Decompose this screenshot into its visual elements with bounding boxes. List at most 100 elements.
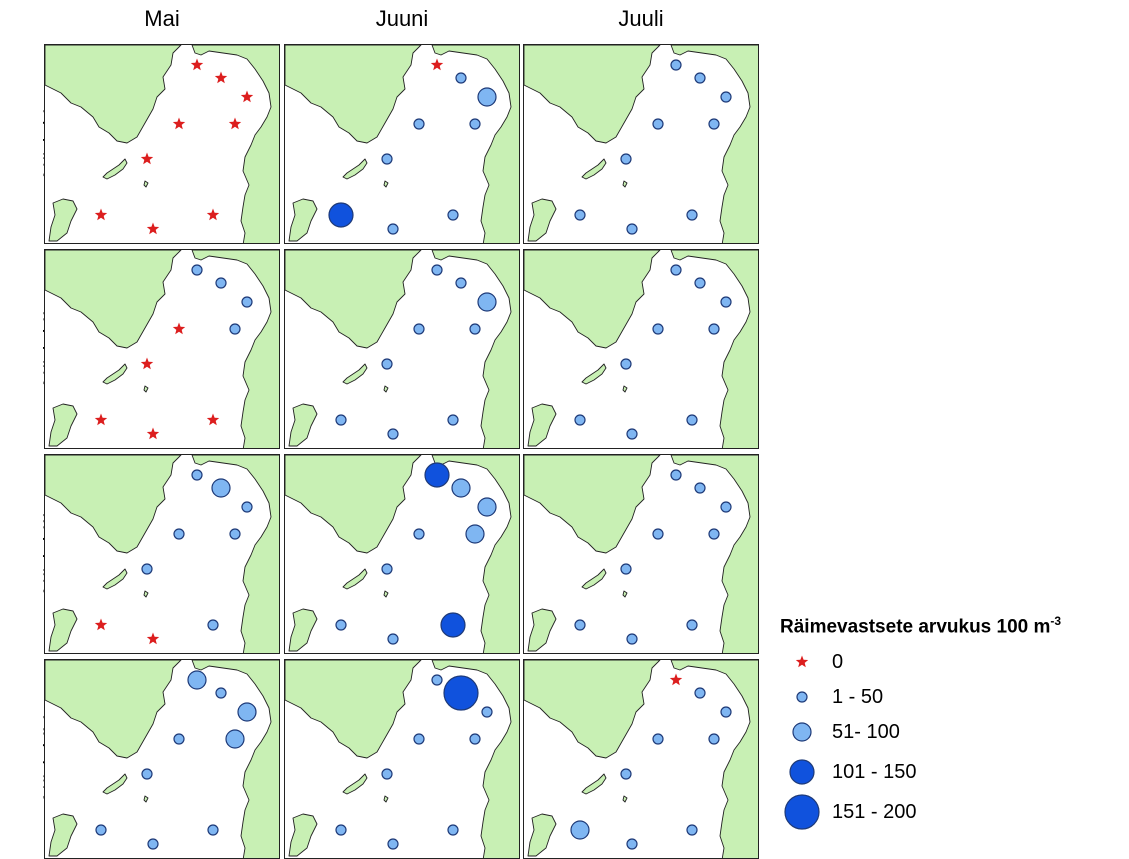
- station-marker-s4: [172, 322, 186, 335]
- column-header-july: Juuli: [618, 6, 664, 31]
- station-marker-s1: [431, 674, 443, 686]
- station-marker-s1: [430, 58, 444, 71]
- station-marker-s5: [469, 733, 481, 745]
- station-marker-s3: [477, 497, 497, 517]
- column-header-may: Mai: [144, 6, 180, 31]
- map-svg: [45, 45, 279, 243]
- station-marker-s8: [387, 633, 399, 645]
- station-marker-s6: [381, 768, 393, 780]
- station-marker-s8: [626, 223, 638, 235]
- land-islet: [622, 180, 628, 188]
- legend-symbol: [795, 655, 809, 668]
- map-panel: [523, 44, 759, 244]
- land-peninsula: [102, 158, 128, 180]
- land-east: [191, 455, 279, 653]
- station-marker-s1: [669, 673, 683, 686]
- legend-marker: [789, 759, 815, 785]
- station-marker-s8: [387, 838, 399, 850]
- station-marker-s2: [694, 277, 706, 289]
- station-marker-s6: [141, 563, 153, 575]
- station-marker-s6: [140, 152, 154, 165]
- station-marker-s8: [626, 633, 638, 645]
- land-islet: [622, 385, 628, 393]
- land-northwest: [524, 455, 661, 554]
- land-east: [670, 455, 758, 653]
- station-marker-s2: [451, 478, 471, 498]
- map-svg: [45, 250, 279, 448]
- land-island: [527, 813, 557, 857]
- station-marker-s6: [141, 768, 153, 780]
- station-marker-s3: [477, 87, 497, 107]
- station-marker-s3: [720, 501, 732, 513]
- station-marker-s1: [190, 58, 204, 71]
- station-marker-s5: [708, 118, 720, 130]
- station-marker-s5: [229, 528, 241, 540]
- station-marker-s1: [187, 670, 207, 690]
- legend-marker: [795, 655, 809, 668]
- station-marker-s9: [206, 208, 220, 221]
- station-marker-s7: [328, 202, 354, 228]
- station-marker-s9: [686, 209, 698, 221]
- map-panel: [523, 659, 759, 859]
- station-marker-s5: [708, 323, 720, 335]
- station-marker-s6: [620, 563, 632, 575]
- station-marker-s7: [94, 413, 108, 426]
- map-panel: [523, 454, 759, 654]
- station-marker-s5: [225, 729, 245, 749]
- land-island: [288, 608, 318, 652]
- legend-label: 151 - 200: [832, 801, 917, 823]
- land-northwest: [45, 660, 182, 759]
- map-svg: [45, 455, 279, 653]
- station-marker-s5: [465, 524, 485, 544]
- land-peninsula: [342, 773, 368, 795]
- legend-item: 101 - 150: [780, 752, 1080, 792]
- station-marker-s4: [413, 733, 425, 745]
- land-peninsula: [342, 158, 368, 180]
- station-marker-s4: [413, 528, 425, 540]
- station-marker-s9: [686, 414, 698, 426]
- station-marker-s9: [207, 619, 219, 631]
- station-marker-s2: [694, 482, 706, 494]
- station-marker-s7: [335, 414, 347, 426]
- land-peninsula: [342, 568, 368, 590]
- land-island: [527, 198, 557, 242]
- land-east: [431, 45, 519, 243]
- land-east: [670, 45, 758, 243]
- legend-marker: [796, 691, 808, 703]
- land-northwest: [524, 45, 661, 144]
- land-islet: [383, 180, 389, 188]
- legend-title-text: Räimevastsete arvukus 100 m: [780, 616, 1051, 638]
- map-svg: [524, 45, 758, 243]
- land-peninsula: [581, 363, 607, 385]
- land-islet: [143, 795, 149, 803]
- land-island: [288, 403, 318, 447]
- station-marker-s6: [381, 563, 393, 575]
- land-east: [431, 250, 519, 448]
- map-svg: [524, 250, 758, 448]
- land-islet: [143, 385, 149, 393]
- station-marker-s7: [335, 824, 347, 836]
- legend-label: 101 - 150: [832, 761, 917, 783]
- land-east: [670, 660, 758, 858]
- legend-label: 1 - 50: [832, 686, 884, 708]
- land-northwest: [45, 45, 182, 144]
- station-marker-s3: [720, 706, 732, 718]
- map-svg: [285, 455, 519, 653]
- station-marker-s7: [94, 208, 108, 221]
- station-marker-s1: [191, 264, 203, 276]
- station-marker-s8: [387, 223, 399, 235]
- land-peninsula: [581, 773, 607, 795]
- legend-item: 151 - 200: [780, 792, 1080, 832]
- map-svg: [285, 45, 519, 243]
- station-marker-s2: [215, 277, 227, 289]
- station-marker-s4: [652, 323, 664, 335]
- station-marker-s9: [440, 612, 466, 638]
- land-island: [288, 198, 318, 242]
- station-marker-s9: [686, 619, 698, 631]
- legend-symbol: [789, 759, 815, 785]
- map-panel: [44, 44, 280, 244]
- column-header-june: Juuni: [375, 6, 429, 31]
- station-marker-s7: [95, 824, 107, 836]
- legend-marker: [784, 794, 820, 830]
- station-marker-s5: [708, 733, 720, 745]
